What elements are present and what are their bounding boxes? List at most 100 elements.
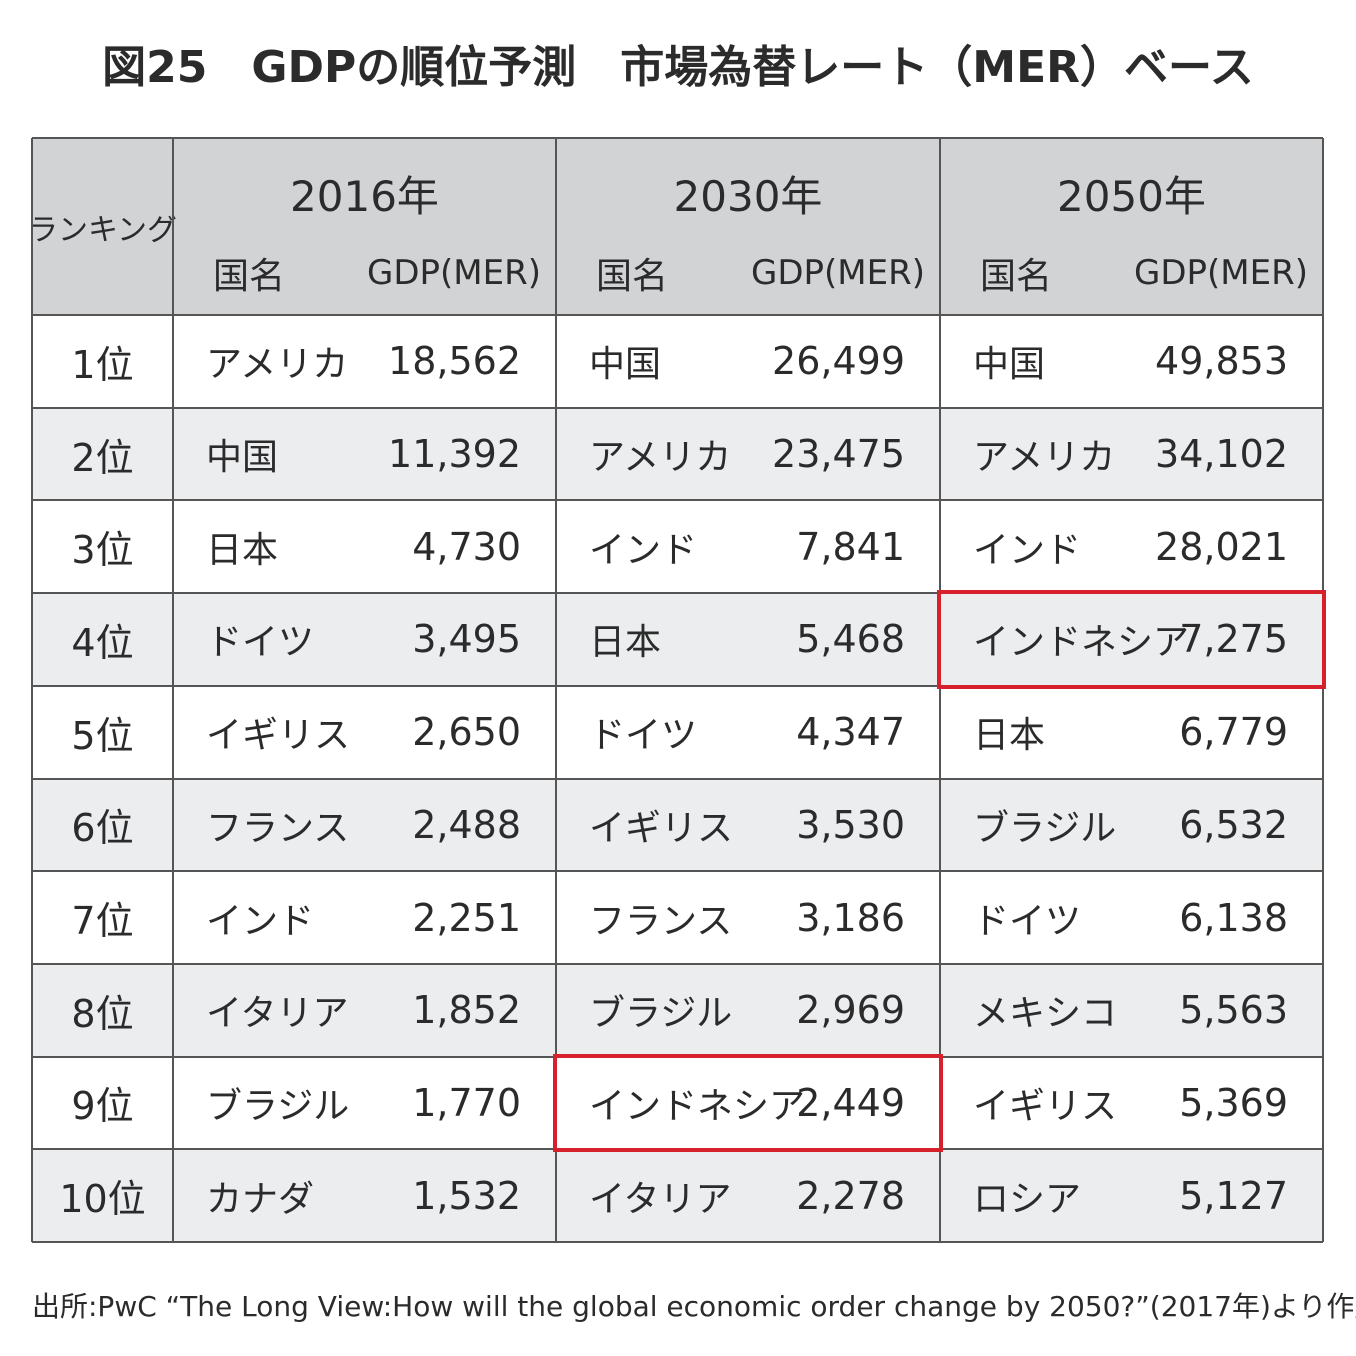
country-cell: インド [973, 529, 1082, 571]
row-background [32, 593, 1323, 686]
country-cell: イタリア [589, 1178, 732, 1220]
country-cell: 日本 [206, 529, 279, 571]
row-line [32, 777, 1323, 780]
row-line [32, 962, 1323, 965]
country-cell: インド [589, 529, 698, 571]
gdp-cell: 1,532 [412, 1173, 521, 1218]
gdp-header: GDP(MER) [750, 253, 925, 293]
year-header: 2030年 [673, 171, 823, 221]
country-cell: 中国 [973, 344, 1046, 386]
gdp-cell: 5,127 [1179, 1173, 1288, 1218]
gdp-header: GDP(MER) [366, 253, 541, 293]
row-background [32, 778, 1323, 872]
top-line [32, 137, 1323, 139]
gdp-cell: 3,186 [796, 895, 905, 940]
country-cell: カナダ [206, 1178, 315, 1220]
gdp-cell: 1,770 [412, 1080, 521, 1125]
gdp-cell: 2,251 [412, 895, 521, 940]
row-background [32, 407, 1323, 501]
gdp-cell: 5,563 [1179, 988, 1288, 1033]
country-header: 国名 [213, 256, 286, 297]
gdp-cell: 18,562 [388, 339, 521, 384]
gdp-cell: 23,475 [772, 432, 905, 477]
rank-cell: 1位 [71, 342, 134, 387]
country-cell: イタリア [206, 993, 349, 1035]
gdp-cell: 2,449 [796, 1080, 905, 1125]
gdp-cell: 34,102 [1155, 432, 1288, 477]
row-line [32, 1241, 1323, 1243]
country-cell: インドネシア [589, 1085, 806, 1127]
country-cell: 中国 [206, 437, 279, 479]
rank-cell: 9位 [71, 1084, 134, 1129]
country-cell: ブラジル [206, 1085, 350, 1127]
row-background [32, 685, 1323, 779]
gdp-cell: 5,369 [1179, 1080, 1288, 1125]
country-cell: 日本 [973, 715, 1046, 757]
gdp-cell: 2,278 [796, 1173, 905, 1218]
gdp-cell: 5,468 [796, 617, 905, 662]
country-cell: ブラジル [589, 993, 733, 1035]
country-cell: アメリカ [206, 344, 349, 386]
country-cell: ドイツ [589, 715, 698, 757]
country-cell: ドイツ [206, 622, 315, 664]
highlight-box [553, 1053, 943, 1153]
gdp-cell: 3,495 [412, 617, 521, 662]
column-line [939, 138, 941, 1242]
country-cell: 中国 [589, 344, 662, 386]
row-line [32, 314, 1323, 316]
row-line [32, 499, 1323, 502]
rank-cell: 6位 [71, 806, 134, 851]
country-cell: メキシコ [973, 993, 1118, 1035]
country-cell: ロシア [973, 1178, 1082, 1220]
rank-cell: 5位 [71, 713, 134, 758]
gdp-cell: 4,347 [796, 710, 905, 755]
gdp-cell: 3,530 [796, 802, 905, 847]
country-cell: アメリカ [973, 437, 1116, 479]
row-line [32, 406, 1323, 409]
country-cell: ブラジル [973, 807, 1117, 849]
country-cell: インド [206, 900, 315, 942]
gdp-cell: 2,488 [412, 802, 521, 847]
country-cell: インドネシア [973, 622, 1190, 664]
gdp-cell: 1,852 [412, 988, 521, 1033]
year-header: 2050年 [1057, 171, 1206, 221]
row-line [32, 684, 1323, 687]
rank-cell: 8位 [71, 991, 134, 1036]
country-cell: 日本 [589, 622, 662, 664]
rank-cell: 2位 [71, 435, 134, 480]
year-header: 2016年 [290, 171, 439, 221]
gdp-cell: 7,275 [1179, 617, 1288, 662]
country-cell: フランス [589, 900, 733, 942]
source-note: 出所:PwC “The Long View:How will the globa… [32, 1290, 1356, 1323]
row-background [32, 500, 1323, 594]
rank-cell: 10位 [59, 1177, 146, 1222]
rank-cell: 3位 [71, 528, 134, 573]
gdp-header: GDP(MER) [1133, 253, 1308, 293]
gdp-cell: 2,969 [796, 988, 905, 1033]
title: 図25 GDPの順位予測 市場為替レート（MER）ベース [102, 42, 1254, 93]
gdp-cell: 4,730 [412, 524, 521, 569]
gdp-cell: 7,841 [796, 524, 905, 569]
rank-header: ランキング [27, 212, 178, 248]
gdp-cell: 6,532 [1179, 802, 1288, 847]
gdp-cell: 28,021 [1155, 524, 1288, 569]
row-background [32, 1149, 1323, 1242]
highlight-box [937, 590, 1326, 689]
gdp-cell: 49,853 [1155, 339, 1288, 384]
gdp-cell: 26,499 [772, 339, 905, 384]
column-line [1322, 138, 1324, 1242]
rank-cell: 4位 [71, 620, 134, 665]
row-background [32, 963, 1323, 1057]
country-cell: アメリカ [589, 437, 732, 479]
row-line [32, 592, 1323, 595]
row-background [32, 315, 1323, 408]
gdp-cell: 11,392 [388, 432, 521, 477]
column-line [172, 138, 174, 1242]
country-cell: フランス [206, 807, 350, 849]
row-background [32, 1056, 1323, 1150]
header-background [32, 138, 1323, 315]
column-line [31, 138, 33, 1242]
row-background [32, 871, 1323, 964]
country-cell: ドイツ [973, 900, 1082, 942]
